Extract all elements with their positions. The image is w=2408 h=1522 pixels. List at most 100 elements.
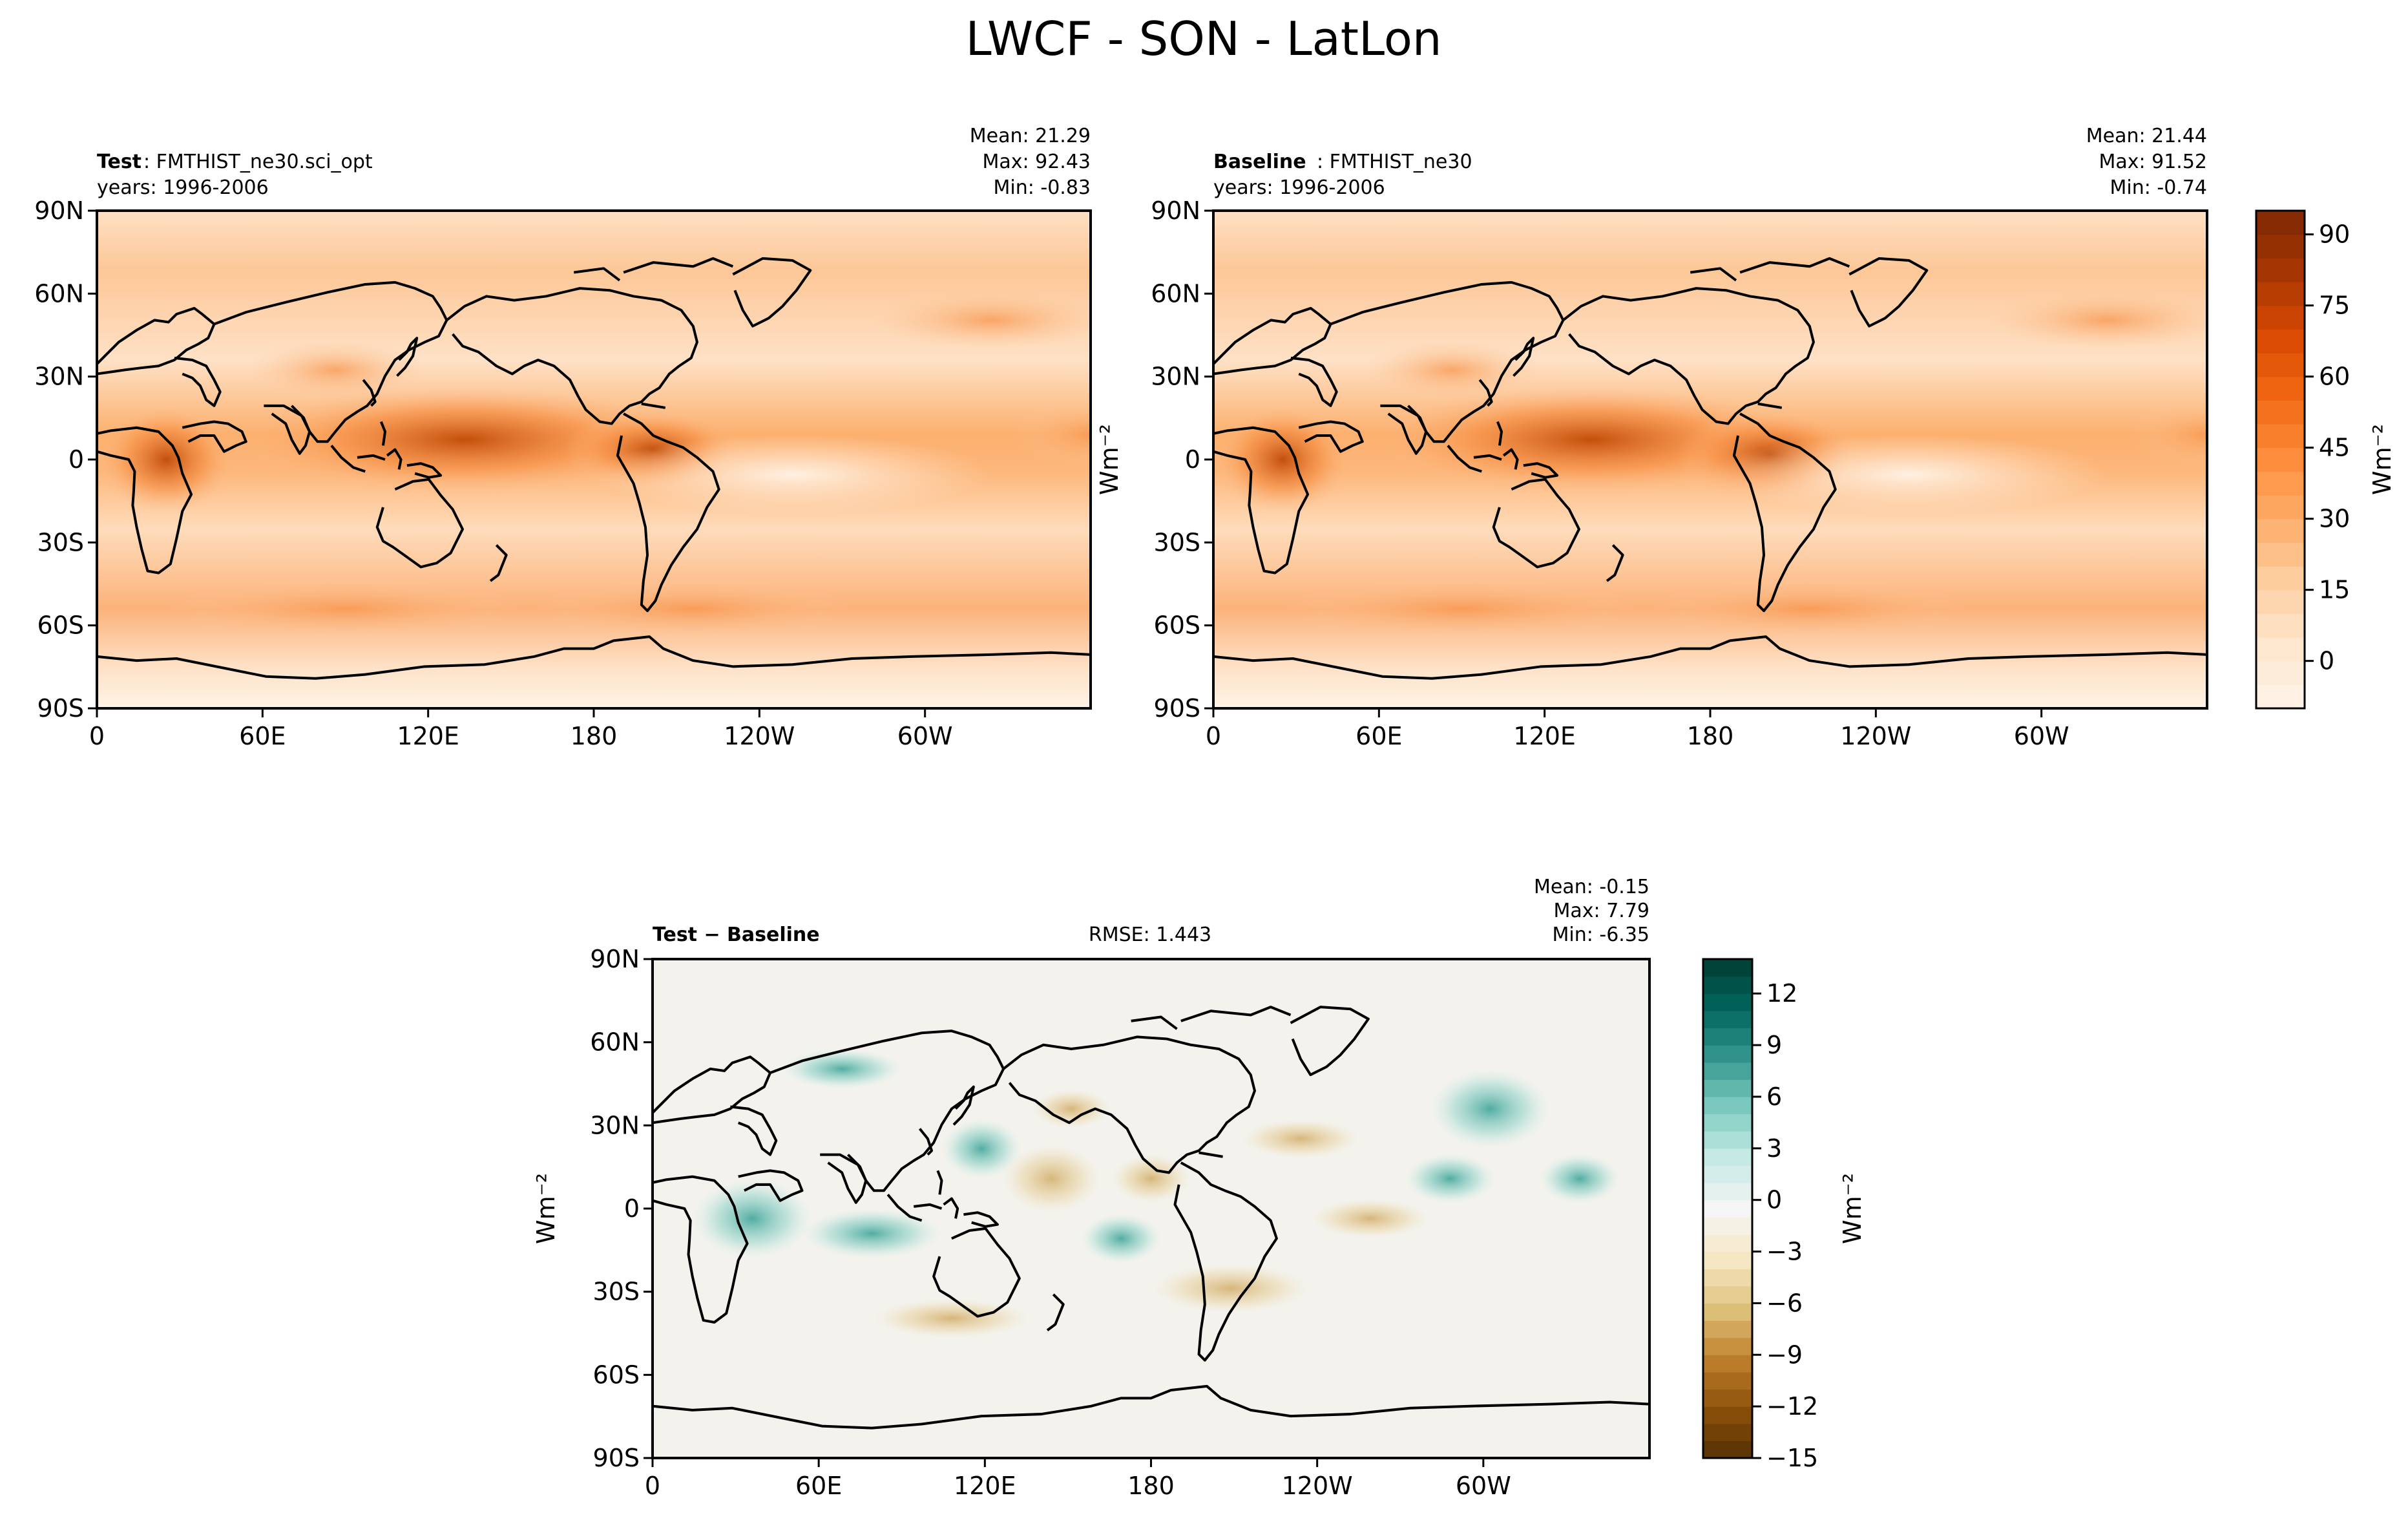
panel-label-bold: Baseline	[1213, 151, 1306, 173]
colorbar-band	[1703, 1148, 1752, 1167]
side-unit-label-diff: Wm⁻²	[532, 1173, 560, 1244]
main-colorbar-unit: Wm⁻²	[2368, 424, 2396, 495]
colorbar-tick-label: 15	[2319, 576, 2350, 604]
colorbar-tick-label: 45	[2319, 434, 2350, 462]
colorbar-tick-label: −3	[1766, 1238, 1803, 1266]
colorbar-band	[1703, 1251, 1752, 1269]
lat-tick-label: 90S	[593, 1444, 640, 1472]
colorbar-band	[1703, 1406, 1752, 1424]
diff-colorbar-frame	[1702, 958, 1754, 1459]
lon-tick-label: 120E	[397, 722, 459, 750]
colorbar-band	[2256, 211, 2305, 235]
lat-tick-label: 90S	[1154, 694, 1200, 723]
colorbar-band	[1703, 1062, 1752, 1080]
lat-tick-label: 60S	[593, 1360, 640, 1389]
colorbar-band	[2256, 471, 2305, 496]
colorbar-band	[2256, 376, 2305, 401]
colorbar-tick-label: −12	[1766, 1392, 1818, 1421]
colorbar-tick-label: −6	[1766, 1289, 1803, 1317]
colorbar-band	[1703, 1269, 1752, 1287]
colorbar-tick-label: 0	[2319, 647, 2334, 675]
colorbar-band	[1703, 1423, 1752, 1441]
lat-tick-label: 30S	[593, 1278, 640, 1306]
colorbar-band	[1703, 1183, 1752, 1201]
colorbar-band	[2256, 424, 2305, 449]
colorbar-tick-label: −9	[1766, 1340, 1803, 1369]
colorbar-band	[1703, 1079, 1752, 1097]
colorbar-band	[2256, 234, 2305, 259]
panel-label-rest: : FMTHIST_ne30	[1317, 151, 1472, 173]
colorbar-band	[2256, 637, 2305, 662]
test-map	[97, 211, 1091, 708]
lon-tick-label: 120W	[1840, 722, 1911, 750]
colorbar-band	[1703, 976, 1752, 994]
main-colorbar-ticks: 90 75 60 45 30 15 0	[2305, 220, 2350, 675]
colorbar-band	[2256, 495, 2305, 520]
colorbar-band	[2256, 353, 2305, 377]
colorbar-band	[2256, 589, 2305, 614]
lon-tick-label: 120W	[1282, 1472, 1353, 1500]
lon-tick-label: 120E	[1513, 722, 1576, 750]
lat-tick-label: 60N	[1151, 279, 1200, 308]
lat-tick-label: 30N	[1151, 363, 1200, 391]
diff-colorbar-bands	[1703, 959, 1752, 1459]
main-colorbar-bands	[2256, 211, 2305, 709]
lon-tick-label: 0	[645, 1472, 660, 1500]
lat-tick-label: 60S	[1154, 611, 1200, 640]
side-unit-label-top: Wm⁻²	[1095, 424, 1124, 495]
lat-tick-label: 60S	[37, 611, 84, 640]
diff-colorbar-unit: Wm⁻²	[1838, 1173, 1867, 1244]
lon-tick-label: 0	[1206, 722, 1221, 750]
baseline-map	[1213, 211, 2207, 708]
colorbar-band	[1703, 1114, 1752, 1132]
lon-tick-label: 120E	[954, 1472, 1016, 1500]
colorbar-band	[1703, 1010, 1752, 1029]
test-panel: Test : FMTHIST_ne30.sci_opt years: 1996-…	[96, 125, 1092, 710]
colorbar-band	[2256, 305, 2305, 330]
colorbar-band	[2256, 400, 2305, 425]
stat-max: Max: 91.52	[2099, 151, 2207, 173]
stat-max: Max: 92.43	[982, 151, 1091, 173]
figure-title: LWCF - SON - LatLon	[965, 12, 1441, 66]
colorbar-tick-label: 60	[2319, 363, 2350, 391]
lon-tick-label: 60E	[239, 722, 286, 750]
colorbar-band	[1703, 1096, 1752, 1115]
colorbar-band	[1703, 1285, 1752, 1304]
colorbar-tick-label: 0	[1766, 1186, 1782, 1214]
stat-min: Min: -0.83	[994, 176, 1091, 199]
colorbar-band	[1703, 1045, 1752, 1063]
colorbar-band	[1703, 1217, 1752, 1235]
lon-tick-label: 60W	[2014, 722, 2069, 750]
panel-rmse: RMSE: 1.443	[1089, 924, 1211, 946]
stat-max: Max: 7.79	[1554, 900, 1649, 922]
colorbar-band	[2256, 447, 2305, 472]
main-colorbar-frame	[2255, 209, 2306, 710]
panel-label-bold: Test − Baseline	[653, 924, 820, 946]
colorbar-band	[2256, 661, 2305, 685]
colorbar-band	[1703, 993, 1752, 1011]
colorbar-tick-label: −15	[1766, 1444, 1818, 1472]
colorbar-band	[2256, 258, 2305, 282]
lon-tick-label: 180	[1687, 722, 1734, 750]
lat-tick-label: 30S	[1154, 528, 1200, 556]
colorbar-tick-label: 6	[1766, 1083, 1782, 1111]
colorbar-tick-label: 9	[1766, 1031, 1782, 1059]
colorbar-band	[1703, 1200, 1752, 1218]
stat-mean: Mean: 21.29	[970, 125, 1091, 147]
colorbar-band	[1703, 1441, 1752, 1459]
lat-tick-label: 90N	[590, 945, 640, 973]
lon-tick-label: 60W	[897, 722, 953, 750]
colorbar-band	[2256, 329, 2305, 354]
stat-min: Min: -0.74	[2110, 176, 2208, 199]
colorbar-tick-label: 90	[2319, 220, 2350, 249]
panel-label-rest: : FMTHIST_ne30.sci_opt	[143, 151, 373, 173]
colorbar-band	[1703, 1303, 1752, 1321]
colorbar-band	[1703, 1389, 1752, 1407]
stat-mean: Mean: -0.15	[1534, 876, 1649, 898]
colorbar-band	[1703, 1337, 1752, 1355]
stat-min: Min: -6.35	[1553, 924, 1650, 946]
stat-mean: Mean: 21.44	[2086, 125, 2207, 147]
colorbar-band	[1703, 959, 1752, 977]
lon-tick-label: 0	[89, 722, 105, 750]
